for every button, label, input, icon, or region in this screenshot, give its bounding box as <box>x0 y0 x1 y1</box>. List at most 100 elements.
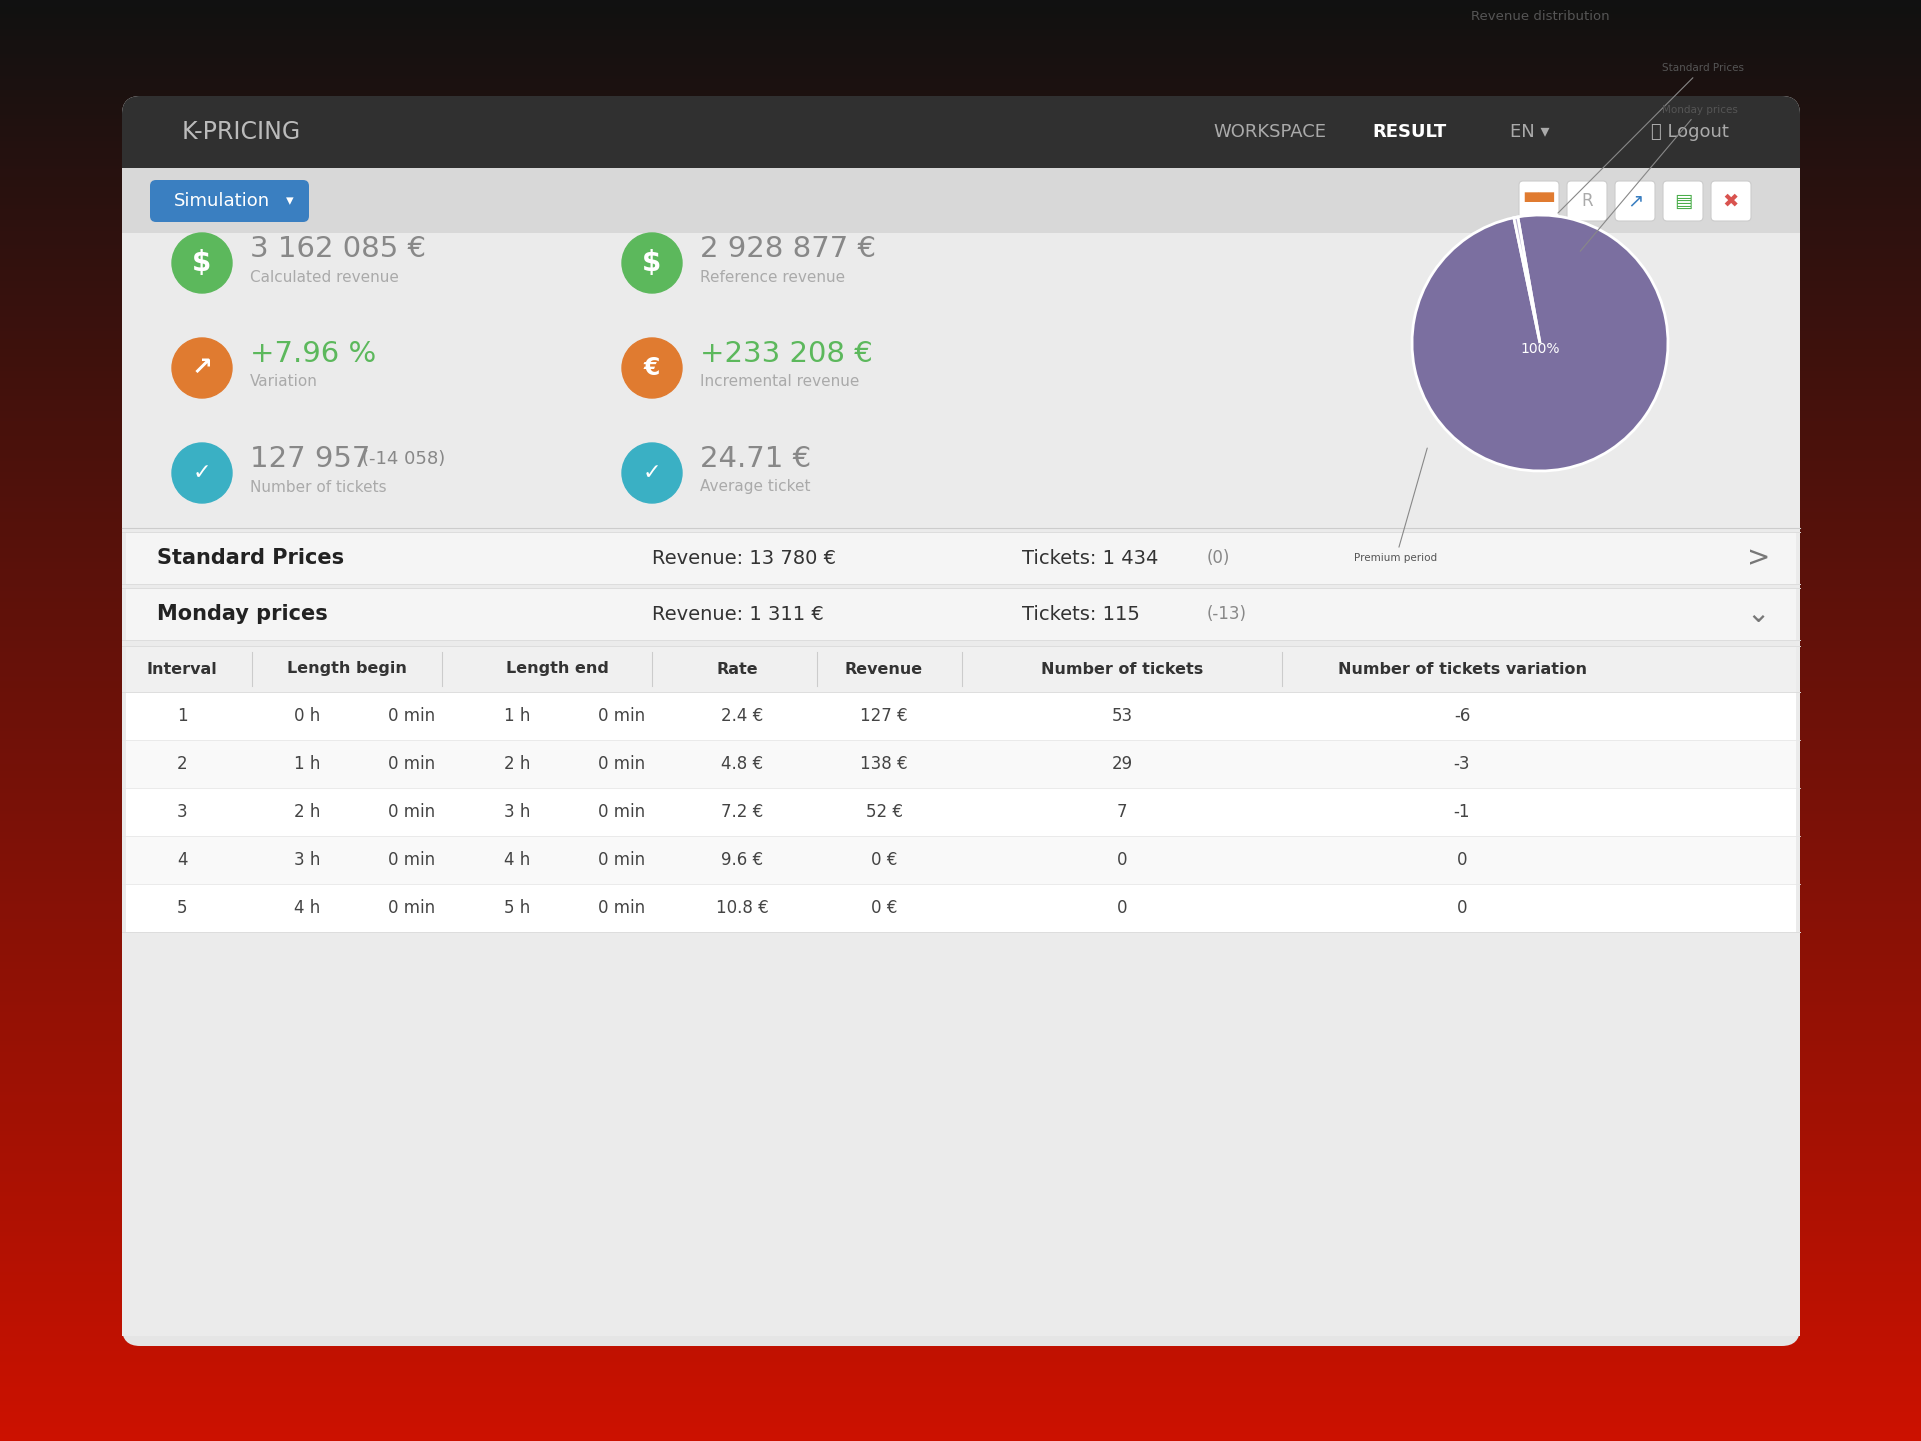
FancyBboxPatch shape <box>127 836 1796 883</box>
FancyBboxPatch shape <box>127 883 1796 932</box>
Text: Interval: Interval <box>146 661 217 676</box>
Text: RESULT: RESULT <box>1374 122 1447 141</box>
Text: 9.6 €: 9.6 € <box>720 852 763 869</box>
Text: -3: -3 <box>1454 755 1470 772</box>
Text: ↗: ↗ <box>192 356 213 380</box>
Text: 4: 4 <box>177 852 186 869</box>
Text: Reference revenue: Reference revenue <box>699 269 845 284</box>
Text: Revenue: 1 311 €: Revenue: 1 311 € <box>651 605 824 624</box>
Text: Number of tickets variation: Number of tickets variation <box>1337 661 1587 676</box>
Text: $: $ <box>192 249 211 277</box>
Text: $: $ <box>642 249 661 277</box>
Text: 0: 0 <box>1116 899 1128 916</box>
Text: Simulation: Simulation <box>175 192 271 210</box>
Wedge shape <box>1412 215 1667 471</box>
Text: Standard Prices: Standard Prices <box>158 548 344 568</box>
FancyBboxPatch shape <box>1520 182 1560 220</box>
Text: 0 €: 0 € <box>870 899 897 916</box>
FancyBboxPatch shape <box>127 692 1796 741</box>
Text: 0 min: 0 min <box>388 708 436 725</box>
Text: 0 min: 0 min <box>388 852 436 869</box>
Text: +233 208 €: +233 208 € <box>699 340 872 367</box>
Text: WORKSPACE: WORKSPACE <box>1214 122 1327 141</box>
Text: 24.71 €: 24.71 € <box>699 445 811 473</box>
Text: 0 min: 0 min <box>388 755 436 772</box>
Text: Number of tickets: Number of tickets <box>250 480 386 494</box>
Circle shape <box>173 339 232 398</box>
Text: 0: 0 <box>1116 852 1128 869</box>
Text: Revenue: 13 780 €: Revenue: 13 780 € <box>651 549 836 568</box>
Text: 2 h: 2 h <box>503 755 530 772</box>
Text: Monday prices: Monday prices <box>158 604 328 624</box>
Text: €: € <box>644 356 661 380</box>
Circle shape <box>622 339 682 398</box>
Text: 100%: 100% <box>1520 343 1560 356</box>
Circle shape <box>173 233 232 293</box>
FancyBboxPatch shape <box>1712 182 1752 220</box>
Text: ✖: ✖ <box>1723 192 1739 210</box>
Text: 1 h: 1 h <box>294 755 321 772</box>
Text: Monday prices: Monday prices <box>1581 105 1737 251</box>
Text: (-13): (-13) <box>1206 605 1247 623</box>
FancyBboxPatch shape <box>1616 182 1656 220</box>
Text: -6: -6 <box>1454 708 1470 725</box>
FancyBboxPatch shape <box>123 169 1800 233</box>
FancyBboxPatch shape <box>123 233 1800 1336</box>
FancyBboxPatch shape <box>1664 182 1704 220</box>
Text: 5 h: 5 h <box>503 899 530 916</box>
Text: 7.2 €: 7.2 € <box>720 803 763 821</box>
Text: 127 €: 127 € <box>861 708 909 725</box>
Text: 10.8 €: 10.8 € <box>717 899 768 916</box>
Text: Calculated revenue: Calculated revenue <box>250 269 400 284</box>
Text: 0 €: 0 € <box>870 852 897 869</box>
Circle shape <box>622 233 682 293</box>
Text: Revenue distribution: Revenue distribution <box>1471 10 1610 23</box>
Text: 127 957: 127 957 <box>250 445 371 473</box>
Text: 0 min: 0 min <box>599 803 645 821</box>
Text: 2: 2 <box>177 755 188 772</box>
Text: ↗: ↗ <box>1627 192 1642 210</box>
FancyBboxPatch shape <box>150 180 309 222</box>
FancyBboxPatch shape <box>123 133 1800 169</box>
Text: +7.96 %: +7.96 % <box>250 340 377 367</box>
Text: 0 min: 0 min <box>388 899 436 916</box>
Text: 1: 1 <box>177 708 188 725</box>
Text: 5: 5 <box>177 899 186 916</box>
Text: K-PRICING: K-PRICING <box>182 120 302 144</box>
Text: 2 h: 2 h <box>294 803 321 821</box>
Text: (0): (0) <box>1206 549 1229 566</box>
Text: ⌄: ⌄ <box>1746 599 1769 628</box>
Text: Tickets: 115: Tickets: 115 <box>1022 605 1139 624</box>
Circle shape <box>173 442 232 503</box>
Text: 0 min: 0 min <box>388 803 436 821</box>
FancyBboxPatch shape <box>123 97 1800 169</box>
Text: 53: 53 <box>1112 708 1133 725</box>
Text: 4.8 €: 4.8 € <box>720 755 763 772</box>
Text: -1: -1 <box>1454 803 1470 821</box>
Text: 3 h: 3 h <box>503 803 530 821</box>
Text: Length end: Length end <box>505 661 609 676</box>
Text: 7: 7 <box>1116 803 1128 821</box>
Text: 1 h: 1 h <box>503 708 530 725</box>
FancyBboxPatch shape <box>127 741 1796 788</box>
Text: 52 €: 52 € <box>866 803 903 821</box>
Text: 3: 3 <box>177 803 188 821</box>
Text: ▤: ▤ <box>1673 192 1692 210</box>
Text: 0: 0 <box>1456 852 1468 869</box>
Text: ▾: ▾ <box>286 193 294 209</box>
FancyBboxPatch shape <box>1568 182 1608 220</box>
Text: 0: 0 <box>1456 899 1468 916</box>
Text: 0 h: 0 h <box>294 708 321 725</box>
Text: Incremental revenue: Incremental revenue <box>699 375 859 389</box>
Text: 3 h: 3 h <box>294 852 321 869</box>
Text: 2 928 877 €: 2 928 877 € <box>699 235 876 264</box>
Text: Rate: Rate <box>717 661 757 676</box>
FancyBboxPatch shape <box>127 646 1796 692</box>
Wedge shape <box>1514 218 1541 343</box>
Text: 0 min: 0 min <box>599 852 645 869</box>
Text: ✓: ✓ <box>192 463 211 483</box>
Text: Standard Prices: Standard Prices <box>1558 63 1744 213</box>
Text: ▀▀: ▀▀ <box>1523 192 1554 210</box>
Text: Tickets: 1 434: Tickets: 1 434 <box>1022 549 1158 568</box>
Text: 0 min: 0 min <box>599 755 645 772</box>
